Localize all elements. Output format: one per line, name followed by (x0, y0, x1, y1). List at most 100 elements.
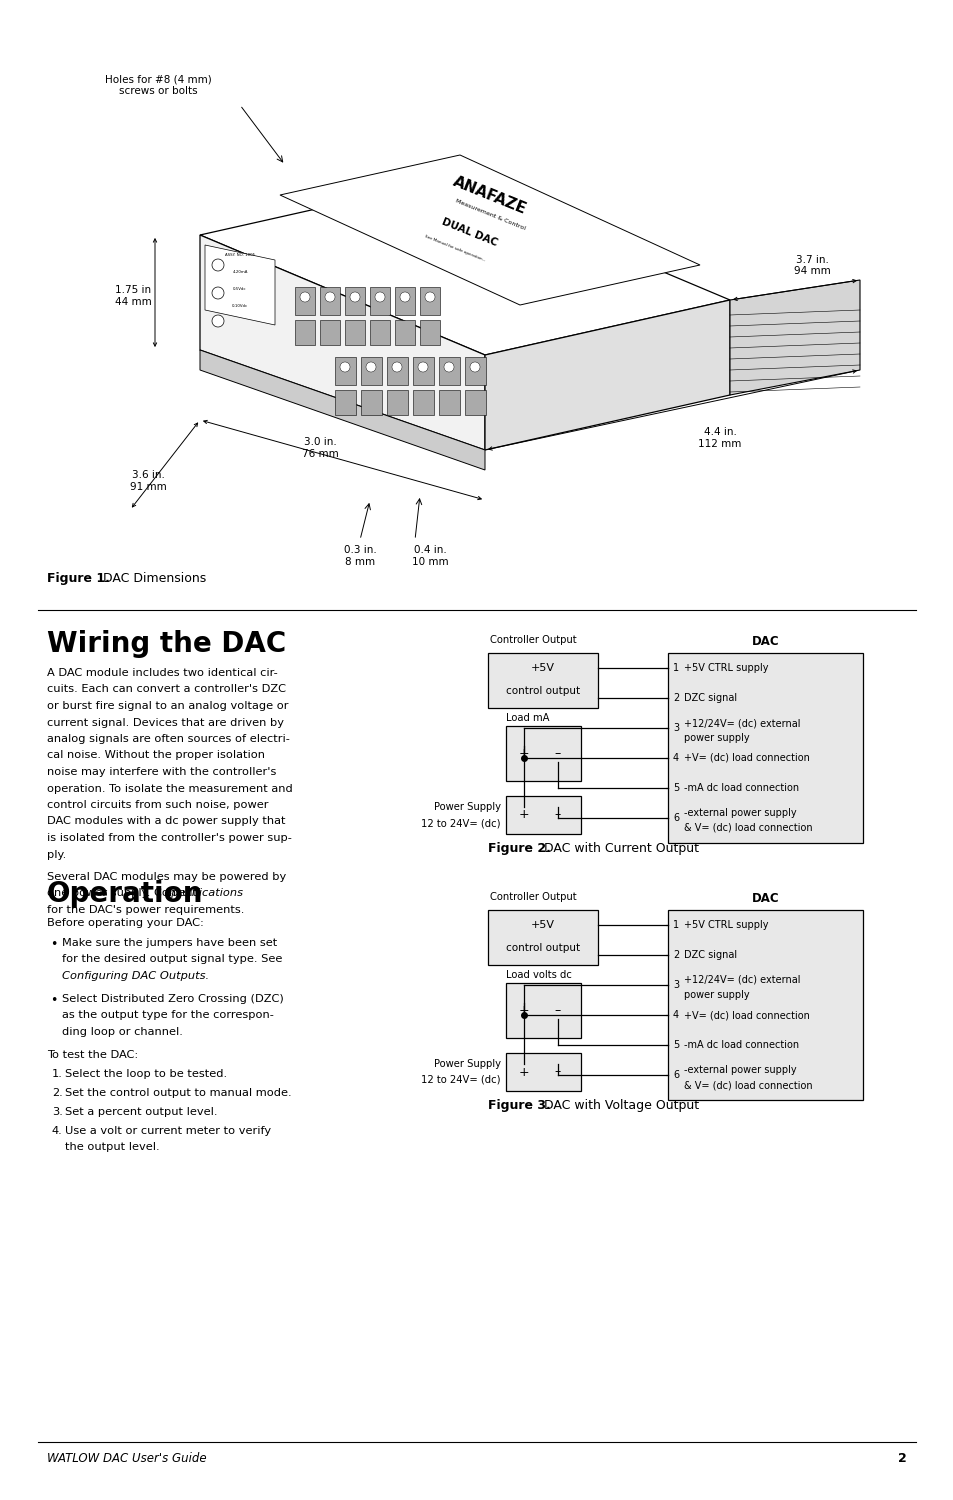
Circle shape (399, 292, 410, 302)
Text: power supply: power supply (683, 734, 749, 742)
Bar (438, 357, 459, 386)
Text: +: + (518, 1065, 529, 1078)
Bar (505, 796, 580, 834)
Circle shape (212, 286, 224, 298)
Circle shape (212, 315, 224, 327)
Text: & V= (dc) load connection: & V= (dc) load connection (683, 1080, 812, 1090)
Text: 3: 3 (672, 980, 679, 990)
Text: Measurement & Control: Measurement & Control (454, 198, 525, 231)
Circle shape (350, 292, 359, 302)
Text: 6: 6 (672, 813, 679, 824)
Polygon shape (280, 154, 700, 304)
Text: DUAL DAC: DUAL DAC (440, 216, 498, 248)
Text: 76 mm: 76 mm (301, 448, 338, 459)
Text: DAC: DAC (751, 892, 779, 904)
Text: 3: 3 (672, 723, 679, 734)
Text: -external power supply: -external power supply (683, 1065, 796, 1076)
Bar (505, 982, 580, 1038)
Bar (319, 286, 339, 315)
Text: Controller Output: Controller Output (490, 892, 576, 902)
Polygon shape (484, 300, 729, 450)
Text: +5V: +5V (531, 663, 555, 674)
Bar (413, 357, 434, 386)
Text: +5V CTRL supply: +5V CTRL supply (683, 920, 768, 930)
Text: cal noise. Without the proper isolation: cal noise. Without the proper isolation (47, 750, 265, 760)
Text: ASSY. NO. 1005: ASSY. NO. 1005 (225, 254, 254, 257)
Text: To test the DAC:: To test the DAC: (47, 1050, 138, 1060)
Text: -external power supply: -external power supply (683, 808, 796, 818)
Bar (505, 726, 580, 782)
Text: DAC modules with a dc power supply that: DAC modules with a dc power supply that (47, 816, 285, 827)
Text: 4: 4 (672, 753, 679, 764)
Bar (488, 910, 598, 964)
Circle shape (212, 260, 224, 272)
Text: 2: 2 (672, 693, 679, 703)
Bar (413, 390, 434, 416)
Text: +12/24V= (dc) external: +12/24V= (dc) external (683, 718, 800, 728)
Text: 1.: 1. (52, 1070, 63, 1078)
Text: 5: 5 (672, 1040, 679, 1050)
Text: 0-5Vdc: 0-5Vdc (233, 286, 247, 291)
Text: Set a percent output level.: Set a percent output level. (65, 1107, 217, 1118)
Text: 4.: 4. (52, 1126, 63, 1136)
Text: analog signals are often sources of electri-: analog signals are often sources of elec… (47, 734, 290, 744)
Text: +5V CTRL supply: +5V CTRL supply (683, 663, 768, 674)
Text: 10 mm: 10 mm (412, 556, 448, 567)
Text: 3.: 3. (52, 1107, 63, 1118)
Text: ply.: ply. (47, 849, 66, 859)
Text: for the desired output signal type. See: for the desired output signal type. See (62, 954, 282, 964)
Bar (335, 390, 355, 416)
Text: Specifications: Specifications (165, 888, 244, 898)
Bar (345, 320, 365, 345)
Bar (387, 390, 408, 416)
Text: •: • (50, 994, 57, 1006)
Text: DAC: DAC (751, 634, 779, 648)
Circle shape (443, 362, 454, 372)
Text: 4.4 in.: 4.4 in. (702, 427, 736, 436)
Text: 0-10Vdc: 0-10Vdc (232, 304, 248, 307)
Text: 2: 2 (672, 950, 679, 960)
Text: or burst fire signal to an analog voltage or: or burst fire signal to an analog voltag… (47, 700, 288, 711)
Text: +V= (dc) load connection: +V= (dc) load connection (683, 1010, 809, 1020)
Text: 112 mm: 112 mm (698, 440, 740, 448)
Text: 1.75 in: 1.75 in (114, 285, 151, 296)
Bar (464, 390, 485, 416)
Circle shape (470, 362, 479, 372)
Circle shape (375, 292, 385, 302)
Text: operation. To isolate the measurement and: operation. To isolate the measurement an… (47, 783, 293, 794)
Bar (419, 320, 439, 345)
Bar (488, 652, 598, 708)
Text: & V= (dc) load connection: & V= (dc) load connection (683, 824, 812, 833)
Text: as the output type for the correspon-: as the output type for the correspon- (62, 1011, 274, 1020)
Text: control output: control output (505, 944, 579, 952)
Text: Wiring the DAC: Wiring the DAC (47, 630, 286, 658)
Text: •: • (50, 938, 57, 951)
Text: Select Distributed Zero Crossing (DZC): Select Distributed Zero Crossing (DZC) (62, 994, 283, 1004)
Text: cuits. Each can convert a controller's DZC: cuits. Each can convert a controller's D… (47, 684, 286, 694)
Text: -mA dc load connection: -mA dc load connection (683, 1040, 799, 1050)
Text: Make sure the jumpers have been set: Make sure the jumpers have been set (62, 938, 277, 948)
Text: –: – (555, 1004, 560, 1017)
Text: Several DAC modules may be powered by: Several DAC modules may be powered by (47, 871, 286, 882)
Circle shape (339, 362, 350, 372)
Text: Power Supply: Power Supply (434, 1059, 500, 1070)
Text: 44 mm: 44 mm (114, 297, 152, 307)
Polygon shape (205, 244, 274, 326)
Bar (360, 390, 381, 416)
Text: 1: 1 (672, 920, 679, 930)
Text: ding loop or channel.: ding loop or channel. (62, 1028, 183, 1036)
Text: 5: 5 (672, 783, 679, 794)
Text: the output level.: the output level. (65, 1143, 159, 1152)
Text: +V= (dc) load connection: +V= (dc) load connection (683, 753, 809, 764)
Text: Figure 2.: Figure 2. (488, 842, 550, 855)
Text: Set the control output to manual mode.: Set the control output to manual mode. (65, 1088, 292, 1098)
Text: 2: 2 (898, 1452, 906, 1466)
Text: Operation: Operation (47, 880, 203, 908)
Text: one power supply. Consult: one power supply. Consult (47, 888, 200, 898)
Text: See Manual for safe operation...: See Manual for safe operation... (423, 234, 485, 262)
Bar (294, 320, 314, 345)
Bar (294, 286, 314, 315)
Circle shape (299, 292, 310, 302)
Bar (667, 652, 862, 843)
Text: 12 to 24V= (dc): 12 to 24V= (dc) (421, 818, 500, 828)
